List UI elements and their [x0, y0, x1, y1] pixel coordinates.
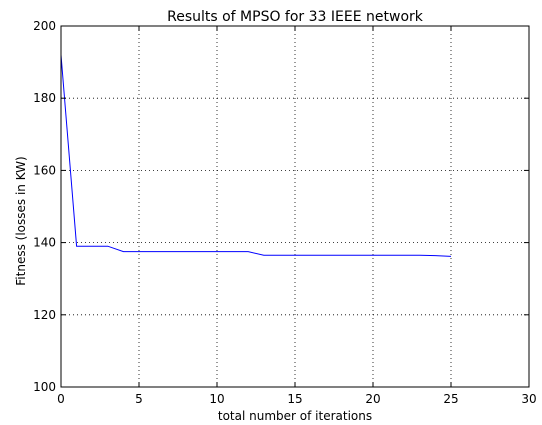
- x-tick-label: 25: [443, 392, 458, 406]
- x-tick-label: 0: [57, 392, 65, 406]
- y-tick-label: 100: [33, 380, 56, 394]
- y-tick-label: 120: [33, 308, 56, 322]
- y-tick-label: 180: [33, 91, 56, 105]
- series-layer: [60, 54, 452, 257]
- x-axis: 0 5 10 15 20 25 30: [57, 26, 537, 406]
- y-tick-label: 140: [33, 236, 56, 250]
- x-tick-label: 5: [135, 392, 143, 406]
- y-axis-title: Fitness (losses in KW): [14, 156, 28, 285]
- x-axis-title: total number of iterations: [218, 409, 372, 423]
- x-tick-label: 30: [521, 392, 536, 406]
- y-tick-label: 200: [33, 19, 56, 33]
- x-tick-label: 15: [287, 392, 302, 406]
- chart-title: Results of MPSO for 33 IEEE network: [167, 9, 424, 25]
- y-tick-label: 160: [33, 163, 56, 177]
- x-tick-label: 20: [365, 392, 380, 406]
- series-line: [60, 54, 452, 257]
- x-tick-label: 10: [209, 392, 224, 406]
- grid: [61, 26, 529, 387]
- y-axis: 100 120 140 160 180 200: [33, 19, 529, 394]
